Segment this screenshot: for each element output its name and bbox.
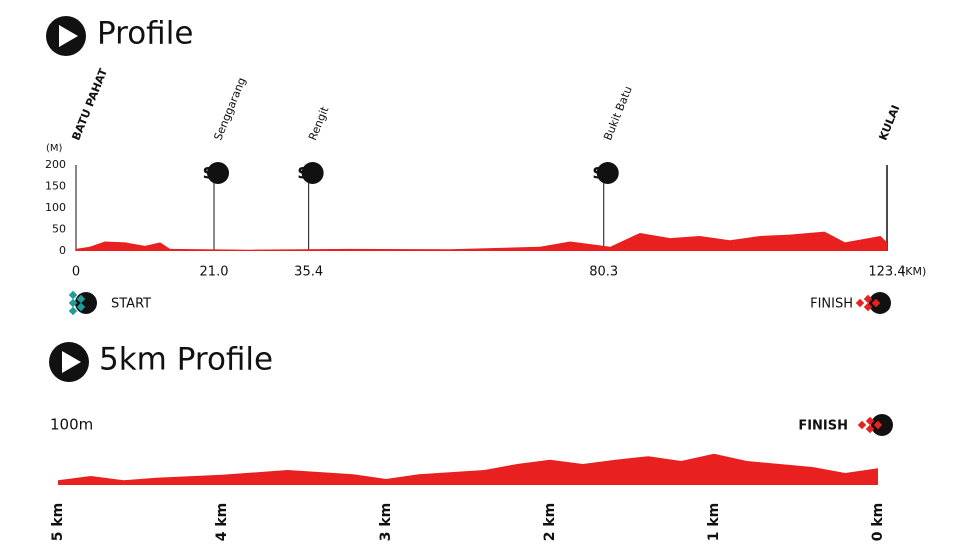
y-tick-label: 100 <box>45 201 66 214</box>
sprint-badge <box>207 162 230 184</box>
x-tick-label: 0 km <box>870 503 886 542</box>
sprint-label: S2 <box>297 164 320 183</box>
x-tick-label: 21.0 <box>200 265 229 280</box>
sprint-badge <box>596 162 619 184</box>
x-tick-label: 3 km <box>378 503 394 542</box>
place-label: Rengit <box>306 104 332 142</box>
x-tick-label: 5 km <box>50 503 66 542</box>
x-tick-label: 123.4 <box>868 265 905 280</box>
y-tick-label: 50 <box>52 223 66 236</box>
y-tick-label: 200 <box>45 158 66 171</box>
elevation-area <box>58 453 878 485</box>
y-tick-label: 0 <box>59 244 66 257</box>
sprint-badge <box>301 162 324 184</box>
x-axis-label: (KM) <box>901 265 926 278</box>
place-label: Senggarang <box>212 76 249 143</box>
x-tick-label: 1 km <box>706 503 722 542</box>
title-icon <box>46 16 89 382</box>
sprint-label: S3 <box>592 164 615 183</box>
y-tick-label: 100m <box>50 416 93 434</box>
place-label: BATU PAHAT <box>70 66 111 142</box>
elevation-area <box>76 231 887 251</box>
start-label: START <box>111 297 151 312</box>
place-label: KULAI <box>877 103 903 142</box>
chart-title: Profile <box>97 16 193 52</box>
y-axis-label: (M) <box>46 143 63 154</box>
start-icon <box>68 290 97 316</box>
sprint-label: S1 <box>203 164 226 183</box>
x-tick-label: 35.4 <box>294 265 323 280</box>
y-tick-label: 150 <box>45 180 66 193</box>
x-tick-label: 0 <box>72 265 80 280</box>
finish-label: FINISH <box>810 297 853 312</box>
place-label: Bukit Batu <box>601 84 635 142</box>
finish-icon <box>855 292 893 436</box>
chart-title: 5km Profile <box>99 342 273 378</box>
x-tick-label: 80.3 <box>589 265 618 280</box>
x-tick-label: 2 km <box>542 503 558 542</box>
finish-label: FINISH <box>798 419 848 434</box>
x-tick-label: 4 km <box>214 503 230 542</box>
